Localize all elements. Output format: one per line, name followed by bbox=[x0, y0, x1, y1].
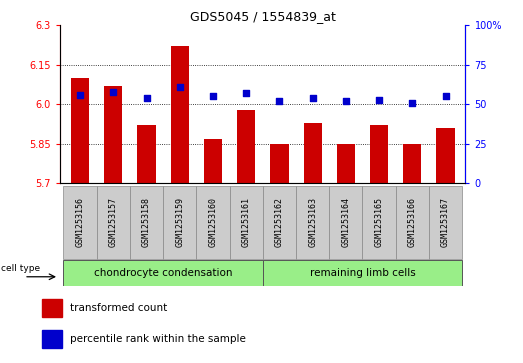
Bar bbox=[303, 123, 322, 183]
Text: transformed count: transformed count bbox=[70, 303, 167, 313]
Bar bbox=[170, 46, 189, 183]
Text: percentile rank within the sample: percentile rank within the sample bbox=[70, 334, 246, 344]
Bar bbox=[436, 128, 454, 183]
FancyBboxPatch shape bbox=[130, 186, 163, 259]
FancyBboxPatch shape bbox=[97, 186, 130, 259]
Text: GSM1253159: GSM1253159 bbox=[175, 197, 184, 247]
Bar bbox=[337, 144, 355, 183]
Point bbox=[375, 97, 383, 102]
Text: GSM1253158: GSM1253158 bbox=[142, 197, 151, 247]
Point bbox=[109, 89, 118, 95]
Text: GSM1253165: GSM1253165 bbox=[374, 197, 383, 247]
Text: GSM1253164: GSM1253164 bbox=[342, 197, 350, 247]
Text: GSM1253162: GSM1253162 bbox=[275, 197, 284, 247]
Bar bbox=[204, 139, 222, 183]
Point bbox=[441, 94, 450, 99]
FancyBboxPatch shape bbox=[429, 186, 462, 259]
Point bbox=[342, 98, 350, 104]
Bar bbox=[370, 125, 388, 183]
FancyBboxPatch shape bbox=[296, 186, 329, 259]
Point bbox=[309, 95, 317, 101]
FancyBboxPatch shape bbox=[329, 186, 362, 259]
Point bbox=[408, 100, 416, 106]
Point bbox=[142, 95, 151, 101]
FancyBboxPatch shape bbox=[263, 260, 462, 286]
FancyBboxPatch shape bbox=[63, 260, 263, 286]
Bar bbox=[42, 299, 62, 317]
Point bbox=[275, 98, 283, 104]
FancyBboxPatch shape bbox=[163, 186, 196, 259]
Point bbox=[176, 84, 184, 90]
Text: GSM1253157: GSM1253157 bbox=[109, 197, 118, 247]
FancyBboxPatch shape bbox=[362, 186, 396, 259]
Bar bbox=[104, 86, 122, 183]
Bar bbox=[138, 125, 156, 183]
Text: GSM1253163: GSM1253163 bbox=[308, 197, 317, 247]
Bar bbox=[42, 330, 62, 348]
Bar bbox=[71, 78, 89, 183]
Point bbox=[76, 92, 84, 98]
Text: chondrocyte condensation: chondrocyte condensation bbox=[94, 268, 232, 278]
Bar bbox=[237, 110, 255, 183]
Bar bbox=[270, 144, 289, 183]
FancyBboxPatch shape bbox=[63, 186, 97, 259]
Point bbox=[209, 94, 217, 99]
Text: remaining limb cells: remaining limb cells bbox=[310, 268, 415, 278]
Title: GDS5045 / 1554839_at: GDS5045 / 1554839_at bbox=[190, 10, 336, 23]
FancyBboxPatch shape bbox=[396, 186, 429, 259]
FancyBboxPatch shape bbox=[230, 186, 263, 259]
Text: GSM1253161: GSM1253161 bbox=[242, 197, 251, 247]
Text: GSM1253166: GSM1253166 bbox=[408, 197, 417, 247]
FancyBboxPatch shape bbox=[263, 186, 296, 259]
Bar bbox=[403, 144, 422, 183]
Text: cell type: cell type bbox=[1, 264, 40, 273]
FancyBboxPatch shape bbox=[196, 186, 230, 259]
Text: GSM1253156: GSM1253156 bbox=[76, 197, 85, 247]
Point bbox=[242, 90, 251, 96]
Text: GSM1253160: GSM1253160 bbox=[209, 197, 218, 247]
Text: GSM1253167: GSM1253167 bbox=[441, 197, 450, 247]
